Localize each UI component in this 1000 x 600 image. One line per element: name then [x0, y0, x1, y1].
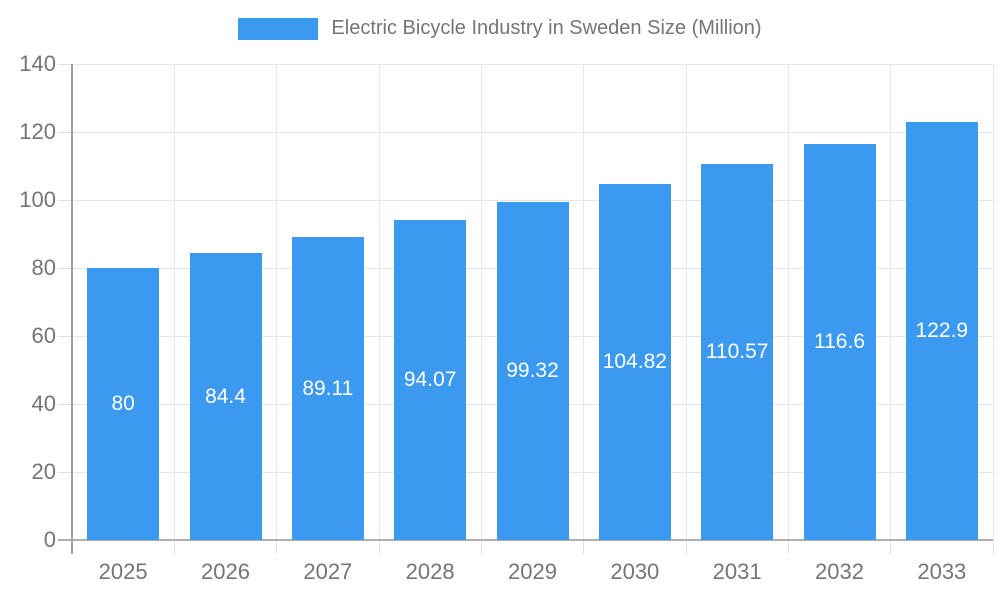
tick-y-100: [58, 199, 72, 201]
tick-x-6: [685, 540, 687, 554]
y-axis-label: 100: [19, 187, 56, 212]
gridline-x-1: [173, 64, 175, 540]
bar-2027[interactable]: [291, 237, 364, 540]
x-axis-label: 2025: [98, 559, 148, 584]
x-axis-label: 2027: [303, 559, 353, 584]
tick-y-40: [58, 403, 72, 405]
tick-x-4: [480, 540, 482, 554]
x-axis-label: 2028: [405, 559, 455, 584]
tick-x-7: [787, 540, 789, 554]
bar-2025[interactable]: [87, 268, 160, 540]
x-axis-label: 2031: [712, 559, 762, 584]
tick-y-120: [58, 131, 72, 133]
gridline-x-6: [685, 64, 687, 540]
tick-x-9: [992, 540, 994, 554]
bar-value-label: 94.07: [403, 368, 457, 392]
tick-x-2: [276, 540, 278, 554]
bar-value-label: 89.11: [302, 376, 354, 400]
x-axis-label: 2029: [508, 559, 557, 584]
y-axis-label: 40: [31, 391, 56, 416]
tick-y-80: [58, 267, 72, 269]
y-axis-label: 140: [19, 51, 56, 76]
bar-2031[interactable]: [701, 164, 774, 540]
bar-value-label: 99.32: [506, 359, 559, 383]
gridline-x-4: [480, 64, 482, 540]
gridline-x-5: [583, 64, 585, 540]
tick-x-3: [378, 540, 380, 554]
bar-value-label: 116.6: [814, 329, 865, 353]
gridline-x-7: [787, 64, 789, 540]
bar-2026[interactable]: [189, 253, 262, 540]
tick-y-140: [58, 63, 72, 65]
y-axis-label: 80: [31, 255, 56, 280]
x-axis-label: 2032: [815, 559, 864, 584]
gridline-x-9: [992, 64, 994, 540]
legend-swatch: [238, 17, 319, 40]
gridline-x-3: [378, 64, 380, 540]
tick-x-8: [890, 540, 892, 554]
bar-2029[interactable]: [496, 202, 569, 540]
tick-y-60: [58, 335, 72, 337]
chart-title: Electric Bicycle Industry in Sweden Size…: [331, 17, 762, 39]
gridline-x-2: [276, 64, 278, 540]
tick-x-5: [583, 540, 585, 554]
bar-value-label: 104.82: [602, 349, 667, 373]
bar-2030[interactable]: [598, 183, 671, 540]
x-axis-baseline: [58, 539, 993, 541]
bar-2032[interactable]: [803, 143, 876, 540]
legend: Electric Bicycle Industry in Sweden Size…: [0, 17, 1000, 40]
x-axis-label: 2030: [610, 559, 660, 584]
y-axis-label: 20: [31, 459, 56, 484]
y-axis-label: 120: [19, 119, 56, 144]
gridline-y-140: [72, 63, 993, 65]
bar-value-label: 110.57: [705, 340, 769, 364]
y-axis-label: 0: [43, 527, 56, 552]
tick-x-1: [173, 540, 175, 554]
tick-y-20: [58, 471, 72, 473]
x-axis-label: 2033: [917, 559, 967, 584]
y-axis-line: [71, 64, 73, 554]
x-axis-label: 2026: [201, 559, 250, 584]
bar-value-label: 80: [111, 392, 135, 415]
bar-2033[interactable]: [905, 122, 978, 540]
gridline-y-100: [72, 199, 993, 201]
gridline-y-120: [72, 131, 993, 133]
bar-value-label: 84.4: [205, 384, 246, 408]
bar-value-label: 122.9: [915, 319, 969, 343]
gridline-x-8: [890, 64, 892, 540]
y-axis-label: 60: [31, 323, 56, 348]
bar-2028[interactable]: [394, 220, 467, 540]
